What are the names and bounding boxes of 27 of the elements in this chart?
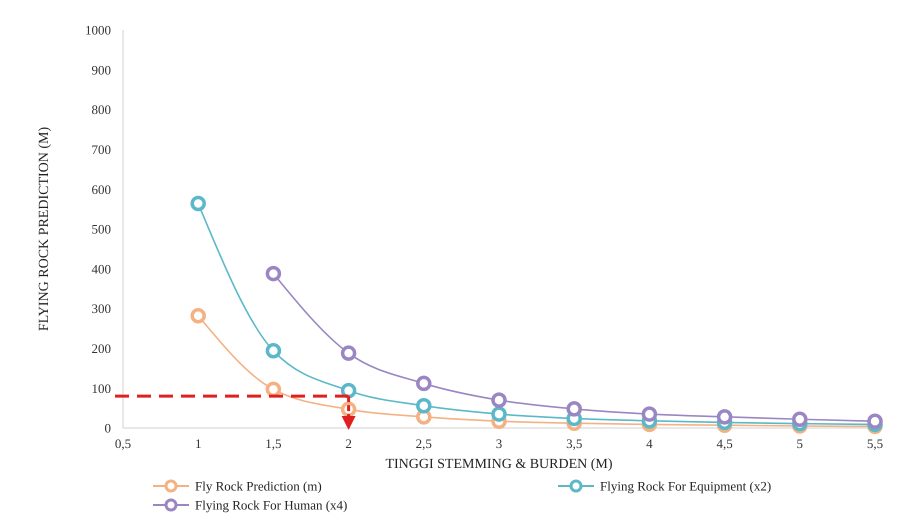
x-tick-label: 3,5 [566, 436, 582, 451]
x-tick-label: 0,5 [114, 436, 132, 451]
x-tick-label: 5 [796, 436, 804, 451]
x-tick-label: 5,5 [866, 436, 884, 451]
x-axis-title: TINGGI STEMMING & BURDEN (M) [385, 457, 613, 472]
y-axis-title: FLYING ROCK PREDICTION (M) [37, 126, 52, 332]
legend-label: Flying Rock For Human (x4) [195, 498, 348, 513]
x-tick-label: 4,5 [716, 436, 733, 451]
y-tick-label: 0 [104, 420, 111, 436]
legend-label: Flying Rock For Equipment (x2) [600, 478, 772, 494]
x-tick-label: 1 [194, 436, 202, 451]
x-tick-label: 2,5 [416, 436, 432, 451]
y-tick-label: 800 [92, 102, 111, 118]
y-tick-label: 400 [92, 261, 111, 276]
x-tick-label: 3 [496, 436, 502, 451]
y-tick-label: 1000 [85, 22, 111, 38]
y-tick-label: 900 [92, 62, 111, 78]
x-tick-label: 4 [646, 436, 654, 451]
y-tick-label: 500 [92, 222, 111, 237]
y-tick-label: 300 [92, 301, 111, 316]
y-tick-label: 700 [92, 142, 111, 157]
y-tick-label: 100 [92, 380, 111, 396]
x-tick-label: 1,5 [265, 436, 282, 451]
y-tick-label: 600 [92, 182, 111, 197]
x-tick-label: 2 [345, 436, 352, 451]
legend-label: Fly Rock Prediction (m) [195, 478, 322, 494]
y-tick-label: 200 [92, 340, 111, 356]
